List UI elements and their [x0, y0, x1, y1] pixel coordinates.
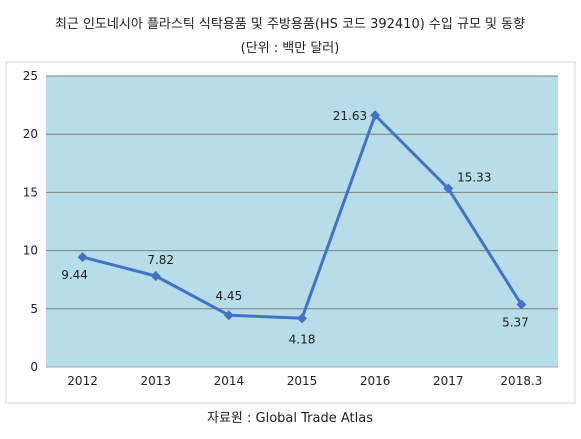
chart-subtitle: (단위 : 백만 달러): [241, 41, 340, 56]
series-markers: [77, 110, 527, 324]
x-tick-label: 2014: [214, 374, 245, 388]
y-tick-label: 10: [23, 244, 38, 258]
data-labels: 9.44 7.82 4.45 4.18 21.63 15.33 5.37: [61, 109, 529, 346]
data-label: 21.63: [333, 109, 367, 123]
data-point-marker: [297, 313, 307, 324]
x-tick-label: 2016: [360, 374, 391, 388]
data-label: 15.33: [457, 171, 491, 185]
data-label: 9.44: [61, 268, 88, 282]
y-tick-label: 5: [30, 302, 38, 316]
y-tick-label: 0: [30, 360, 38, 374]
x-axis-ticks: 2012 2013 2014 2015 2016 2017 2018.3: [67, 374, 542, 388]
y-axis-ticks: 0 5 10 15 20 25: [23, 69, 38, 374]
x-tick-label: 2012: [67, 374, 98, 388]
data-label: 4.18: [289, 332, 316, 346]
data-point-marker: [370, 110, 381, 121]
data-label: 5.37: [502, 315, 529, 329]
x-tick-label: 2017: [433, 374, 464, 388]
data-point-marker: [223, 310, 234, 321]
x-tick-label: 2013: [140, 374, 171, 388]
chart-title: 최근 인도네시아 플라스틱 식탁용품 및 주방용품(HS 코드 392410) …: [55, 17, 525, 32]
data-label: 4.45: [215, 289, 242, 303]
x-tick-label: 2015: [287, 374, 318, 388]
plot-area: [46, 76, 558, 367]
grid-lines: [46, 75, 558, 368]
data-point-marker: [77, 252, 88, 263]
y-tick-label: 20: [23, 127, 38, 141]
data-point-marker: [443, 183, 454, 194]
y-tick-label: 15: [23, 185, 38, 199]
x-tick-label: 2018.3: [500, 374, 542, 388]
data-point-marker: [150, 270, 161, 281]
data-point-marker: [516, 299, 527, 310]
data-label: 7.82: [147, 253, 174, 267]
y-tick-label: 25: [23, 69, 38, 83]
source-note: 자료원 : Global Trade Atlas: [207, 411, 373, 426]
